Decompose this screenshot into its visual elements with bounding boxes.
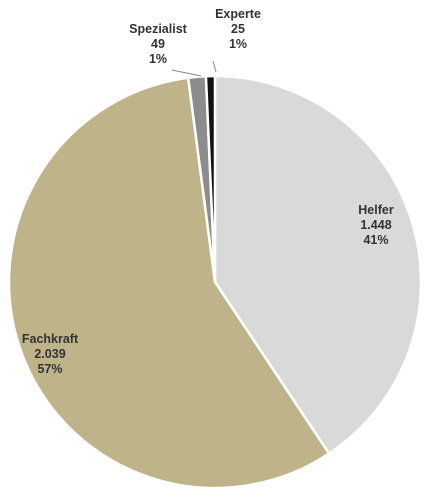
- slice-value-label-experte: 25: [231, 22, 245, 36]
- slice-label-helfer: Helfer 1.448 41%: [358, 203, 394, 247]
- slice-percent-label-helfer: 41%: [363, 233, 388, 247]
- leader-line-spezialist: [171, 69, 202, 77]
- slice-name-spezialist: Spezialist: [129, 22, 187, 36]
- slice-value-label-fachkraft: 2.039: [34, 347, 65, 361]
- slice-name-helfer: Helfer: [358, 203, 394, 217]
- slice-value-label-helfer: 1.448: [360, 218, 391, 232]
- leader-lines: [171, 60, 217, 77]
- slice-label-fachkraft: Fachkraft 2.039 57%: [22, 332, 79, 376]
- slice-percent-label-fachkraft: 57%: [37, 362, 62, 376]
- leader-line-experte: [212, 60, 217, 73]
- pie-slices: [7, 74, 423, 490]
- slice-name-experte: Experte: [215, 7, 261, 21]
- slice-value-label-spezialist: 49: [151, 37, 165, 51]
- pie-slice-fachkraft: [7, 76, 331, 490]
- slice-name-fachkraft: Fachkraft: [22, 332, 79, 346]
- slice-label-spezialist: Spezialist 49 1%: [129, 22, 187, 66]
- slice-labels: Helfer 1.448 41% Fachkraft 2.039 57% Spezialis…: [22, 7, 394, 376]
- slice-percent-label-experte: 1%: [229, 37, 247, 51]
- pie-slice-experte: [204, 74, 217, 284]
- slice-label-experte: Experte 25 1%: [215, 7, 261, 51]
- slice-percent-label-spezialist: 1%: [149, 52, 167, 66]
